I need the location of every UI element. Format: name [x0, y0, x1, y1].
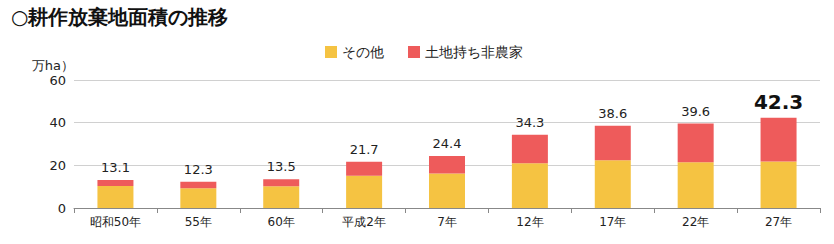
svg-text:24.4: 24.4	[433, 136, 462, 151]
svg-text:昭和50年: 昭和50年	[90, 215, 141, 229]
svg-text:17年: 17年	[599, 215, 626, 229]
svg-text:60年: 60年	[268, 215, 295, 229]
svg-text:20: 20	[49, 158, 66, 173]
svg-text:12.3: 12.3	[184, 162, 213, 177]
svg-text:34.3: 34.3	[515, 115, 544, 130]
svg-text:39.6: 39.6	[681, 104, 710, 119]
svg-text:22年: 22年	[682, 215, 709, 229]
svg-text:55年: 55年	[185, 215, 212, 229]
svg-text:0: 0	[58, 201, 66, 216]
svg-text:60: 60	[49, 73, 66, 88]
svg-text:平成2年: 平成2年	[342, 215, 386, 229]
svg-text:21.7: 21.7	[350, 142, 379, 157]
svg-text:27年: 27年	[765, 215, 792, 229]
svg-text:土地持ち非農家: 土地持ち非農家	[425, 44, 523, 60]
svg-text:万ha）: 万ha）	[32, 58, 74, 73]
svg-text:13.1: 13.1	[101, 160, 130, 175]
svg-text:12年: 12年	[516, 215, 543, 229]
svg-text:38.6: 38.6	[598, 106, 627, 121]
svg-text:40: 40	[49, 115, 66, 130]
svg-text:その他: その他	[342, 44, 384, 60]
svg-text:42.3: 42.3	[754, 90, 803, 114]
svg-text:13.5: 13.5	[267, 159, 296, 174]
svg-text:○耕作放棄地面積の推移: ○耕作放棄地面積の推移	[11, 5, 228, 29]
svg-text:7年: 7年	[437, 215, 457, 229]
